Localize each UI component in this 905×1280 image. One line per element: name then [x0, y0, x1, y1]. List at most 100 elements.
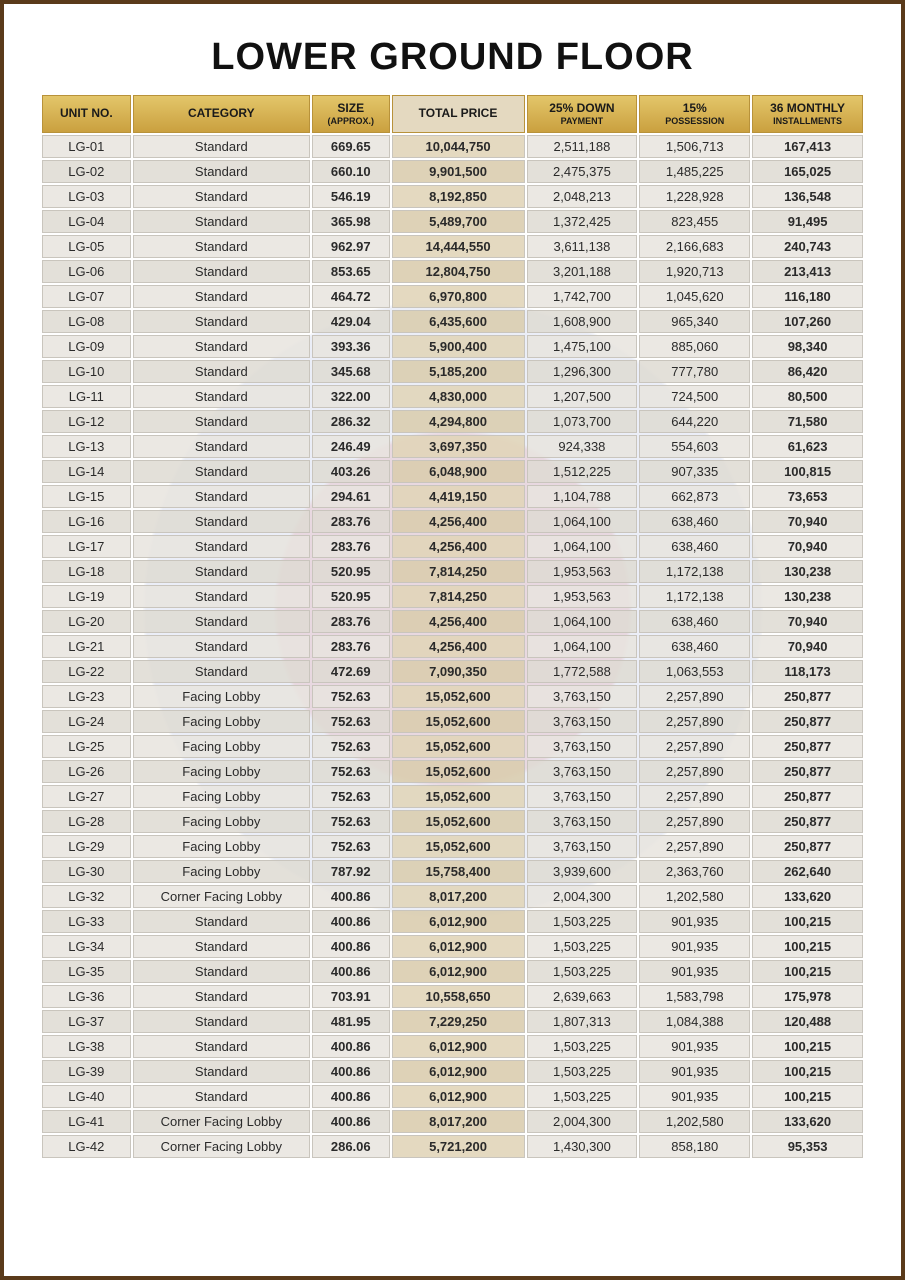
cell-category: Standard	[133, 610, 310, 633]
cell-size: 400.86	[312, 960, 390, 983]
cell-unit: LG-22	[42, 660, 131, 683]
cell-possession: 1,172,138	[639, 560, 750, 583]
table-row: LG-22Standard472.697,090,3501,772,5881,0…	[42, 660, 863, 683]
cell-category: Standard	[133, 385, 310, 408]
cell-installment: 250,877	[752, 785, 863, 808]
cell-size: 481.95	[312, 1010, 390, 1033]
cell-total: 10,044,750	[392, 135, 525, 158]
cell-installment: 250,877	[752, 710, 863, 733]
cell-possession: 858,180	[639, 1135, 750, 1158]
cell-down: 1,430,300	[527, 1135, 638, 1158]
cell-size: 752.63	[312, 785, 390, 808]
cell-size: 787.92	[312, 860, 390, 883]
cell-down: 3,201,188	[527, 260, 638, 283]
cell-installment: 165,025	[752, 160, 863, 183]
cell-total: 5,489,700	[392, 210, 525, 233]
cell-category: Standard	[133, 510, 310, 533]
cell-category: Standard	[133, 1085, 310, 1108]
table-row: LG-33Standard400.866,012,9001,503,225901…	[42, 910, 863, 933]
cell-size: 752.63	[312, 710, 390, 733]
cell-possession: 2,257,890	[639, 835, 750, 858]
cell-installment: 250,877	[752, 735, 863, 758]
cell-total: 4,256,400	[392, 610, 525, 633]
cell-total: 8,017,200	[392, 885, 525, 908]
cell-down: 924,338	[527, 435, 638, 458]
cell-down: 1,296,300	[527, 360, 638, 383]
cell-size: 520.95	[312, 560, 390, 583]
cell-down: 1,104,788	[527, 485, 638, 508]
cell-unit: LG-38	[42, 1035, 131, 1058]
cell-total: 15,052,600	[392, 810, 525, 833]
cell-down: 2,511,188	[527, 135, 638, 158]
cell-unit: LG-35	[42, 960, 131, 983]
cell-possession: 885,060	[639, 335, 750, 358]
table-body: LG-01Standard669.6510,044,7502,511,1881,…	[42, 135, 863, 1158]
cell-category: Facing Lobby	[133, 760, 310, 783]
cell-possession: 1,045,620	[639, 285, 750, 308]
table-row: LG-37Standard481.957,229,2501,807,3131,0…	[42, 1010, 863, 1033]
cell-installment: 100,215	[752, 935, 863, 958]
cell-total: 7,814,250	[392, 585, 525, 608]
table-row: LG-25Facing Lobby752.6315,052,6003,763,1…	[42, 735, 863, 758]
cell-size: 962.97	[312, 235, 390, 258]
cell-unit: LG-39	[42, 1060, 131, 1083]
cell-size: 464.72	[312, 285, 390, 308]
cell-installment: 70,940	[752, 510, 863, 533]
cell-category: Facing Lobby	[133, 710, 310, 733]
cell-size: 322.00	[312, 385, 390, 408]
cell-total: 8,017,200	[392, 1110, 525, 1133]
table-row: LG-18Standard520.957,814,2501,953,5631,1…	[42, 560, 863, 583]
cell-category: Standard	[133, 660, 310, 683]
cell-down: 1,953,563	[527, 560, 638, 583]
cell-installment: 100,215	[752, 910, 863, 933]
cell-unit: LG-28	[42, 810, 131, 833]
table-row: LG-15Standard294.614,419,1501,104,788662…	[42, 485, 863, 508]
cell-unit: LG-01	[42, 135, 131, 158]
cell-possession: 1,583,798	[639, 985, 750, 1008]
cell-installment: 250,877	[752, 810, 863, 833]
cell-installment: 70,940	[752, 635, 863, 658]
cell-down: 3,763,150	[527, 835, 638, 858]
cell-size: 283.76	[312, 510, 390, 533]
cell-unit: LG-19	[42, 585, 131, 608]
cell-unit: LG-03	[42, 185, 131, 208]
cell-total: 15,052,600	[392, 710, 525, 733]
cell-possession: 1,202,580	[639, 1110, 750, 1133]
cell-unit: LG-11	[42, 385, 131, 408]
cell-down: 3,763,150	[527, 810, 638, 833]
table-row: LG-28Facing Lobby752.6315,052,6003,763,1…	[42, 810, 863, 833]
cell-possession: 965,340	[639, 310, 750, 333]
cell-installment: 133,620	[752, 885, 863, 908]
cell-category: Facing Lobby	[133, 685, 310, 708]
cell-size: 703.91	[312, 985, 390, 1008]
cell-possession: 907,335	[639, 460, 750, 483]
cell-down: 1,503,225	[527, 1035, 638, 1058]
cell-total: 6,012,900	[392, 1060, 525, 1083]
cell-size: 472.69	[312, 660, 390, 683]
price-table: UNIT NO. CATEGORY SIZE(APPROX.) TOTAL PR…	[40, 93, 865, 1160]
cell-size: 752.63	[312, 760, 390, 783]
cell-category: Standard	[133, 560, 310, 583]
cell-total: 6,012,900	[392, 1085, 525, 1108]
cell-size: 283.76	[312, 635, 390, 658]
th-installment: 36 MONTHLYINSTALLMENTS	[752, 95, 863, 133]
cell-installment: 130,238	[752, 560, 863, 583]
cell-total: 6,012,900	[392, 960, 525, 983]
th-down: 25% DOWNPAYMENT	[527, 95, 638, 133]
cell-down: 1,503,225	[527, 935, 638, 958]
cell-size: 400.86	[312, 885, 390, 908]
table-row: LG-40Standard400.866,012,9001,503,225901…	[42, 1085, 863, 1108]
cell-category: Standard	[133, 260, 310, 283]
cell-unit: LG-10	[42, 360, 131, 383]
table-row: LG-24Facing Lobby752.6315,052,6003,763,1…	[42, 710, 863, 733]
cell-down: 2,048,213	[527, 185, 638, 208]
cell-possession: 901,935	[639, 960, 750, 983]
cell-installment: 136,548	[752, 185, 863, 208]
cell-possession: 777,780	[639, 360, 750, 383]
cell-down: 1,953,563	[527, 585, 638, 608]
cell-size: 400.86	[312, 1060, 390, 1083]
th-size: SIZE(APPROX.)	[312, 95, 390, 133]
cell-unit: LG-33	[42, 910, 131, 933]
cell-possession: 554,603	[639, 435, 750, 458]
cell-down: 1,064,100	[527, 610, 638, 633]
